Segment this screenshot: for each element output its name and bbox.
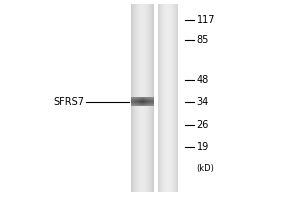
Text: SFRS7: SFRS7 xyxy=(53,97,84,107)
Text: (kD): (kD) xyxy=(196,164,214,173)
Text: HT29: HT29 xyxy=(130,0,154,2)
Text: 117: 117 xyxy=(196,15,215,25)
Text: 85: 85 xyxy=(196,35,209,45)
Text: 34: 34 xyxy=(196,97,209,107)
Text: 26: 26 xyxy=(196,120,209,130)
Text: 19: 19 xyxy=(196,142,209,152)
Text: HT29: HT29 xyxy=(155,0,179,2)
Text: 48: 48 xyxy=(196,75,209,85)
